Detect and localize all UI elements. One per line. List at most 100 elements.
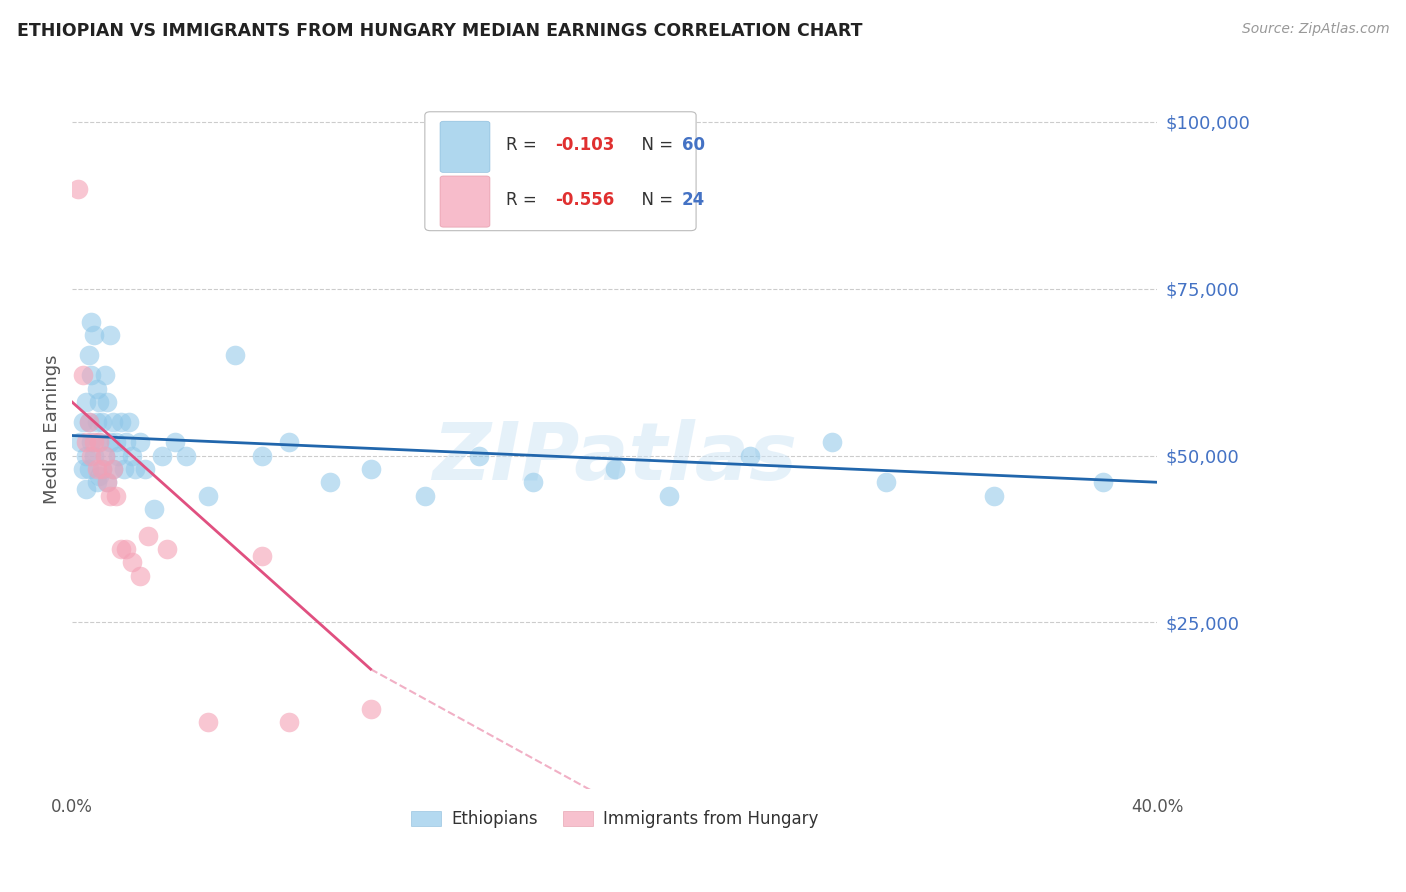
Point	[224, 349, 246, 363]
Point	[1091, 475, 1114, 490]
Point	[319, 475, 342, 490]
Point	[77, 462, 100, 476]
Point	[250, 549, 273, 563]
Point	[360, 702, 382, 716]
Point	[129, 568, 152, 582]
Point	[96, 475, 118, 490]
Legend: Ethiopians, Immigrants from Hungary: Ethiopians, Immigrants from Hungary	[405, 804, 825, 835]
Point	[80, 315, 103, 329]
Point	[413, 489, 436, 503]
Point	[89, 468, 111, 483]
Point	[121, 449, 143, 463]
Point	[101, 462, 124, 476]
Point	[110, 541, 132, 556]
Point	[278, 435, 301, 450]
Point	[115, 541, 138, 556]
Point	[91, 462, 114, 476]
Point	[360, 462, 382, 476]
Y-axis label: Median Earnings: Median Earnings	[44, 354, 60, 504]
Point	[278, 715, 301, 730]
FancyBboxPatch shape	[440, 176, 489, 227]
Point	[96, 395, 118, 409]
Point	[66, 181, 89, 195]
Point	[91, 415, 114, 429]
Point	[80, 435, 103, 450]
Point	[89, 395, 111, 409]
Point	[101, 462, 124, 476]
Point	[821, 435, 844, 450]
Point	[156, 541, 179, 556]
Point	[129, 435, 152, 450]
Point	[165, 435, 187, 450]
Point	[142, 502, 165, 516]
Point	[98, 435, 121, 450]
Point	[115, 435, 138, 450]
Point	[86, 415, 108, 429]
Point	[468, 449, 491, 463]
Point	[94, 368, 117, 383]
Point	[91, 462, 114, 476]
Point	[174, 449, 197, 463]
Point	[104, 435, 127, 450]
Point	[83, 449, 105, 463]
Point	[983, 489, 1005, 503]
Point	[80, 449, 103, 463]
Text: N =: N =	[631, 191, 678, 209]
Point	[75, 435, 97, 450]
Text: ZIPatlas: ZIPatlas	[432, 418, 797, 497]
Point	[75, 449, 97, 463]
Point	[98, 489, 121, 503]
Point	[72, 368, 94, 383]
Point	[77, 415, 100, 429]
Point	[72, 462, 94, 476]
Text: -0.556: -0.556	[555, 191, 614, 209]
Point	[89, 435, 111, 450]
Point	[134, 462, 156, 476]
Text: ETHIOPIAN VS IMMIGRANTS FROM HUNGARY MEDIAN EARNINGS CORRELATION CHART: ETHIOPIAN VS IMMIGRANTS FROM HUNGARY MED…	[17, 22, 862, 40]
Point	[118, 415, 141, 429]
Point	[94, 449, 117, 463]
Point	[110, 415, 132, 429]
Point	[124, 462, 146, 476]
Text: R =: R =	[506, 136, 543, 154]
Point	[72, 415, 94, 429]
Point	[101, 415, 124, 429]
Point	[107, 449, 129, 463]
Point	[69, 435, 91, 450]
Text: 60: 60	[682, 136, 704, 154]
FancyBboxPatch shape	[425, 112, 696, 231]
Point	[104, 489, 127, 503]
Point	[250, 449, 273, 463]
Point	[83, 435, 105, 450]
Point	[83, 328, 105, 343]
Point	[75, 482, 97, 496]
Point	[77, 415, 100, 429]
Point	[98, 328, 121, 343]
Point	[658, 489, 681, 503]
Point	[197, 489, 219, 503]
Point	[80, 368, 103, 383]
Text: N =: N =	[631, 136, 678, 154]
Point	[197, 715, 219, 730]
Point	[86, 382, 108, 396]
Text: -0.103: -0.103	[555, 136, 614, 154]
Point	[136, 528, 159, 542]
Text: 24: 24	[682, 191, 706, 209]
Point	[875, 475, 897, 490]
FancyBboxPatch shape	[440, 121, 489, 172]
Point	[77, 349, 100, 363]
Point	[75, 395, 97, 409]
Point	[740, 449, 762, 463]
Text: Source: ZipAtlas.com: Source: ZipAtlas.com	[1241, 22, 1389, 37]
Point	[89, 435, 111, 450]
Text: R =: R =	[506, 191, 543, 209]
Point	[94, 449, 117, 463]
Point	[96, 475, 118, 490]
Point	[522, 475, 544, 490]
Point	[603, 462, 626, 476]
Point	[86, 462, 108, 476]
Point	[112, 462, 135, 476]
Point	[150, 449, 173, 463]
Point	[86, 475, 108, 490]
Point	[121, 555, 143, 569]
